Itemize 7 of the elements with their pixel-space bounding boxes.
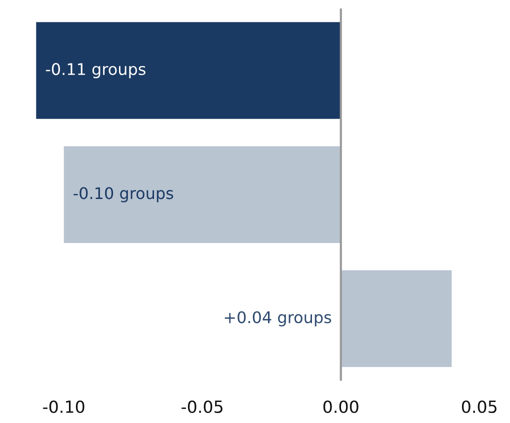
data-label: -0.11 groups [46, 63, 146, 78]
data-label: -0.10 groups [74, 187, 174, 202]
x-tick-label: -0.10 [43, 400, 84, 414]
x-tick-label: -0.05 [182, 400, 222, 414]
x-tick-label: 0.05 [462, 400, 496, 414]
x-tick-label: 0.00 [323, 400, 358, 414]
data-label: +0.04 groups [224, 311, 332, 326]
